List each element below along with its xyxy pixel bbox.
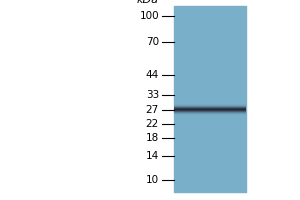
Text: 18: 18 bbox=[146, 133, 159, 143]
Text: kDa: kDa bbox=[137, 0, 159, 5]
Text: 27: 27 bbox=[146, 105, 159, 115]
Text: 14: 14 bbox=[146, 151, 159, 161]
Text: 10: 10 bbox=[146, 175, 159, 185]
Text: 22: 22 bbox=[146, 119, 159, 129]
Text: 100: 100 bbox=[140, 11, 159, 21]
Text: 33: 33 bbox=[146, 90, 159, 100]
Text: 44: 44 bbox=[146, 70, 159, 80]
Text: 70: 70 bbox=[146, 37, 159, 47]
